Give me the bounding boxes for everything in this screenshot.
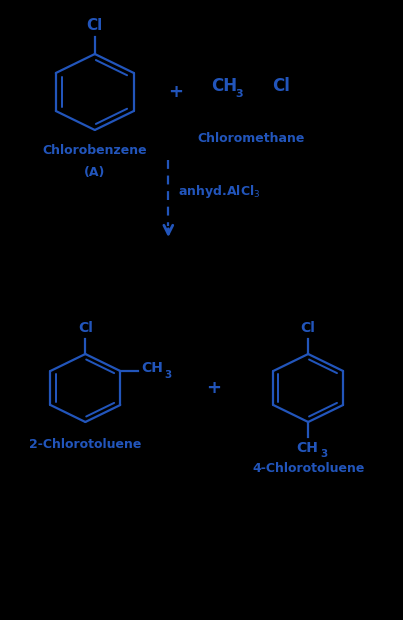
Text: 3: 3 [320, 450, 327, 459]
Text: Chloromethane: Chloromethane [197, 132, 305, 145]
Text: (A): (A) [84, 166, 106, 179]
Text: Chlorobenzene: Chlorobenzene [42, 144, 147, 157]
Text: anhyd.AlCl$_3$: anhyd.AlCl$_3$ [178, 184, 260, 200]
Text: CH: CH [141, 361, 163, 375]
Text: Cl: Cl [87, 18, 103, 33]
Text: CH: CH [296, 441, 318, 455]
Text: +: + [168, 83, 183, 101]
Text: 3: 3 [236, 89, 243, 99]
Text: Cl: Cl [301, 321, 316, 335]
Text: +: + [206, 379, 221, 397]
Text: Cl: Cl [272, 77, 291, 95]
Text: Cl: Cl [78, 321, 93, 335]
Text: 3: 3 [164, 370, 172, 380]
Text: 4-Chlorotoluene: 4-Chlorotoluene [252, 462, 364, 475]
Text: 2-Chlorotoluene: 2-Chlorotoluene [29, 438, 141, 451]
Text: CH: CH [211, 77, 237, 95]
